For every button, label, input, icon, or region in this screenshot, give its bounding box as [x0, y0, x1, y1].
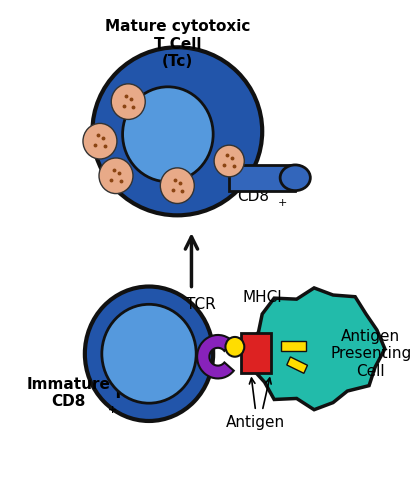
Bar — [287, 357, 308, 373]
Bar — [241, 333, 271, 372]
Text: Antigen
Presenting
Cell: Antigen Presenting Cell — [330, 329, 411, 379]
Text: Immature
CD8: Immature CD8 — [27, 377, 111, 410]
Circle shape — [111, 84, 145, 120]
Circle shape — [85, 287, 213, 421]
Circle shape — [214, 145, 244, 177]
Ellipse shape — [280, 165, 310, 191]
Text: T cell: T cell — [113, 386, 158, 401]
Text: MHCI: MHCI — [242, 290, 282, 305]
Text: +: + — [108, 405, 117, 415]
Bar — [281, 341, 305, 351]
Circle shape — [225, 337, 244, 357]
Text: CD8: CD8 — [237, 189, 269, 204]
Circle shape — [102, 304, 196, 403]
Circle shape — [83, 123, 117, 159]
Wedge shape — [197, 335, 234, 378]
Circle shape — [123, 87, 213, 182]
Text: Mature cytotoxic
T Cell
(Tc): Mature cytotoxic T Cell (Tc) — [105, 20, 250, 69]
Polygon shape — [244, 288, 385, 410]
Bar — [229, 165, 295, 191]
Text: Antigen: Antigen — [226, 416, 285, 430]
Circle shape — [99, 158, 133, 194]
Ellipse shape — [93, 47, 262, 215]
Text: +: + — [277, 198, 287, 208]
Text: TCR: TCR — [186, 297, 216, 312]
Circle shape — [160, 168, 194, 203]
